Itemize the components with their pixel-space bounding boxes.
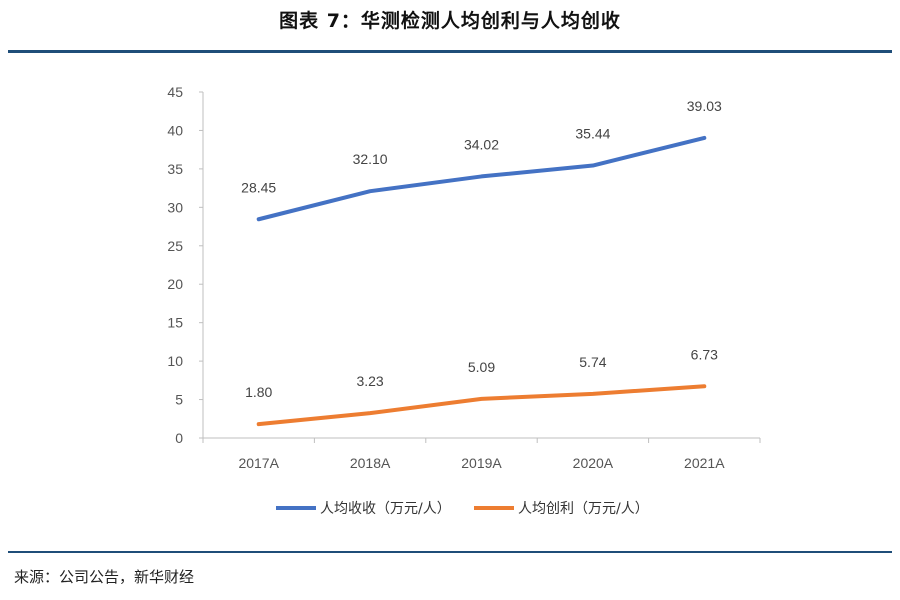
data-label: 28.45 (241, 179, 276, 195)
data-label: 35.44 (575, 126, 610, 142)
data-label: 3.23 (356, 373, 383, 389)
x-tick-label: 2021A (684, 455, 725, 471)
y-tick-label: 10 (167, 353, 183, 369)
data-label: 34.02 (464, 136, 499, 152)
legend-label-1: 人均收收（万元/人） (320, 501, 451, 517)
series-line-1 (256, 135, 707, 222)
chart-title: 图表 7：华测检测人均创利与人均创收 (279, 10, 621, 32)
y-tick-label: 5 (175, 392, 183, 408)
y-tick-label: 35 (167, 161, 183, 177)
data-label: 32.10 (353, 151, 388, 167)
x-tick-label: 2017A (238, 455, 279, 471)
data-label: 6.73 (691, 346, 718, 362)
data-label: 39.03 (687, 98, 722, 114)
x-tick-label: 2020A (573, 455, 614, 471)
bottom-divider (8, 551, 892, 553)
x-tick-label: 2018A (350, 455, 391, 471)
y-tick-label: 0 (175, 430, 183, 446)
source-note: 来源：公司公告，新华财经 (14, 568, 195, 586)
data-label: 1.80 (245, 384, 272, 400)
top-divider (8, 50, 892, 53)
y-tick-label: 20 (167, 276, 183, 292)
y-tick-label: 45 (167, 84, 183, 100)
y-tick-label: 25 (167, 238, 183, 254)
y-tick-label: 30 (167, 199, 183, 215)
data-label: 5.74 (579, 354, 606, 370)
series-line-2 (256, 384, 707, 427)
y-tick-label: 40 (167, 122, 183, 138)
legend-label-2: 人均创利（万元/人） (518, 501, 649, 517)
data-label: 5.09 (468, 359, 495, 375)
x-tick-label: 2019A (461, 455, 502, 471)
y-tick-label: 15 (167, 315, 183, 331)
